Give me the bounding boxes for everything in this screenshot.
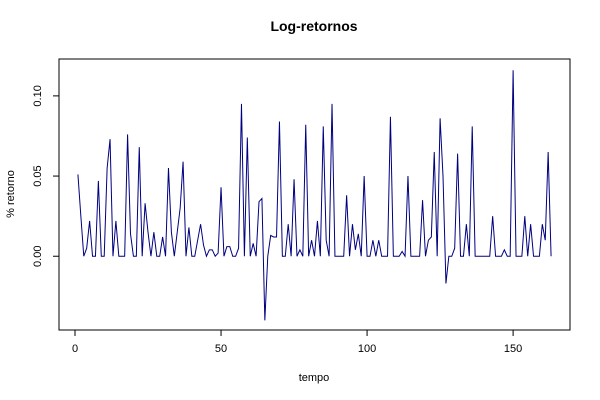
y-tick-label: 0.10 (32, 85, 44, 106)
y-tick-label: 0.00 (32, 246, 44, 267)
x-tick-label: 100 (358, 343, 376, 355)
y-axis-label: % retorno (5, 170, 17, 218)
plot-frame (58, 58, 571, 331)
x-tick-label: 0 (72, 343, 78, 355)
data-line (77, 70, 552, 321)
x-tick-label: 150 (504, 343, 522, 355)
x-axis-label: tempo (299, 372, 330, 384)
y-tick-label: 0.05 (32, 165, 44, 186)
x-tick-label: 50 (215, 343, 227, 355)
chart-title: Log-retornos (270, 18, 357, 34)
